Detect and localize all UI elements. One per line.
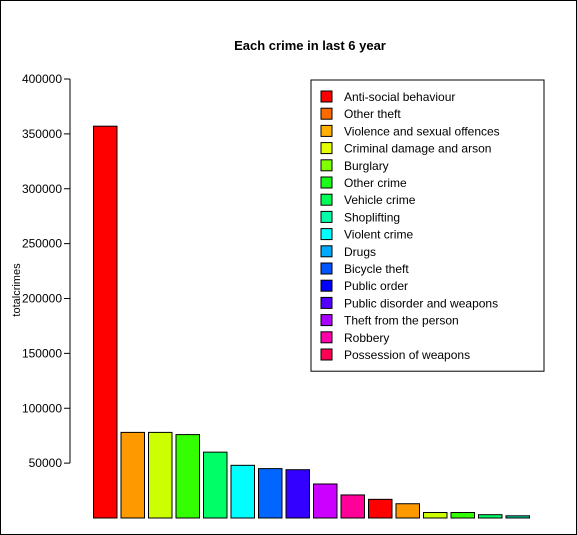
legend-label: Drugs <box>344 245 376 259</box>
legend-swatch <box>320 176 333 189</box>
legend-swatch <box>320 142 333 155</box>
chart-title: Each crime in last 6 year <box>234 38 386 53</box>
legend-label: Other theft <box>344 107 401 121</box>
bar <box>148 431 173 519</box>
legend-swatch <box>320 348 333 361</box>
bar <box>505 515 530 519</box>
legend-swatch <box>320 245 333 258</box>
y-tick-label: 300000 <box>22 182 62 196</box>
legend-label: Robbery <box>344 331 389 345</box>
legend-item: Criminal damage and arson <box>320 142 491 156</box>
legend-item: Bicycle theft <box>320 262 409 276</box>
bar <box>175 434 200 519</box>
legend-swatch <box>320 193 333 206</box>
y-tick-label: 400000 <box>22 72 62 86</box>
legend-swatch <box>320 279 333 292</box>
legend-label: Bicycle theft <box>344 262 409 276</box>
legend-swatch <box>320 107 333 120</box>
legend-item: Anti-social behaviour <box>320 90 455 104</box>
bars <box>93 125 530 519</box>
legend: Anti-social behaviour Other theft Violence… <box>310 79 545 372</box>
legend-swatch <box>320 159 333 172</box>
y-ticks: 50000 100000 150000 200000 250000 300000 35000… <box>22 72 70 470</box>
legend-label: Burglary <box>344 159 389 173</box>
legend-item: Violent crime <box>320 228 413 242</box>
bar <box>258 468 283 519</box>
bar <box>313 483 338 519</box>
legend-item: Burglary <box>320 159 389 173</box>
y-tick-label: 350000 <box>22 127 62 141</box>
bar <box>285 469 310 519</box>
legend-label: Theft from the person <box>344 314 459 328</box>
legend-item: Public order <box>320 279 408 293</box>
legend-swatch <box>320 124 333 137</box>
bar <box>230 464 255 519</box>
bar <box>395 503 420 519</box>
legend-label: Other crime <box>344 176 407 190</box>
legend-swatch <box>320 262 333 275</box>
y-tick-label: 200000 <box>22 292 62 306</box>
bar <box>120 431 145 519</box>
legend-item: Vehicle crime <box>320 193 416 207</box>
legend-label: Criminal damage and arson <box>344 142 491 156</box>
bar <box>368 498 393 519</box>
legend-label: Violence and sexual offences <box>344 124 500 138</box>
y-tick-label: 150000 <box>22 346 62 360</box>
legend-label: Shoplifting <box>344 210 400 224</box>
y-axis-title: totalcrimes <box>11 263 23 317</box>
legend-label: Anti-social behaviour <box>344 90 455 104</box>
legend-item: Drugs <box>320 245 376 259</box>
legend-item: Other theft <box>320 107 401 121</box>
legend-swatch <box>320 210 333 223</box>
legend-item: Public disorder and weapons <box>320 296 498 310</box>
legend-label: Violent crime <box>344 228 413 242</box>
legend-label: Vehicle crime <box>344 193 416 207</box>
legend-label: Public order <box>344 279 408 293</box>
legend-swatch <box>320 314 333 327</box>
legend-swatch <box>320 90 333 103</box>
bar <box>203 451 228 519</box>
legend-item: Theft from the person <box>320 314 459 328</box>
bar <box>478 514 503 519</box>
y-axis: 50000 100000 150000 200000 250000 300000 35000… <box>22 72 71 470</box>
legend-item: Robbery <box>320 331 389 345</box>
legend-box <box>310 79 545 372</box>
legend-item: Possession of weapons <box>320 348 470 362</box>
legend-label: Public disorder and weapons <box>344 296 498 310</box>
y-tick-label: 100000 <box>22 401 62 415</box>
legend-item: Violence and sexual offences <box>320 124 500 138</box>
y-tick-label: 250000 <box>22 237 62 251</box>
bar <box>93 125 118 519</box>
bar <box>340 494 365 519</box>
legend-label: Possession of weapons <box>344 348 470 362</box>
legend-swatch <box>320 228 333 241</box>
bar <box>423 512 448 519</box>
bar <box>450 512 475 519</box>
legend-item: Other crime <box>320 176 407 190</box>
legend-swatch <box>320 331 333 344</box>
legend-items: Anti-social behaviour Other theft Violence… <box>320 90 500 362</box>
legend-swatch <box>320 296 333 309</box>
legend-item: Shoplifting <box>320 210 400 224</box>
y-tick-label: 50000 <box>29 456 63 470</box>
